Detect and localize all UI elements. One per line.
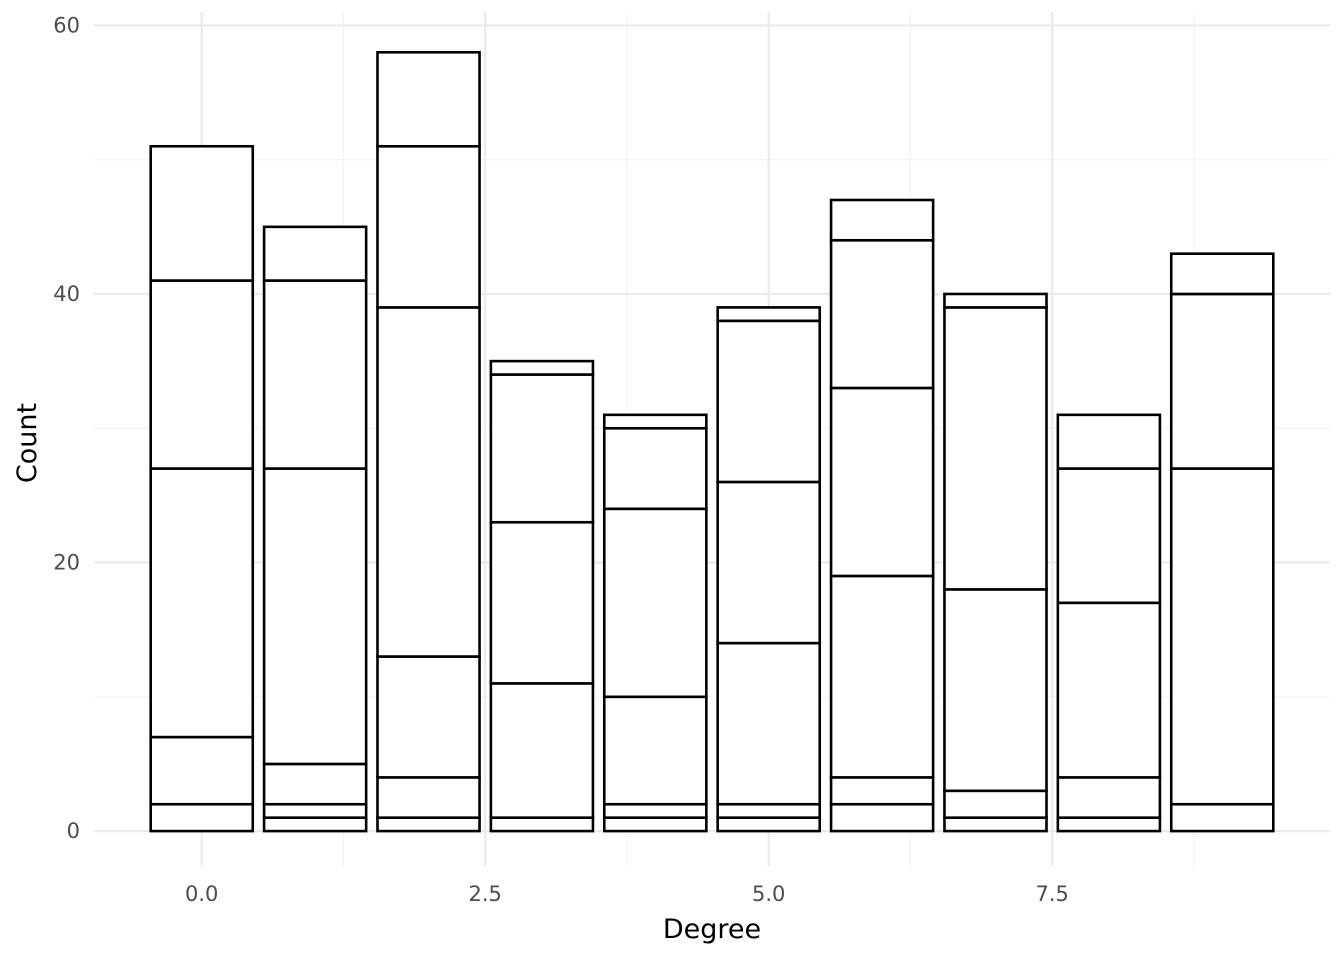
bar-segment — [943, 789, 1048, 819]
bar-segment — [262, 225, 368, 282]
y-tick-label: 20 — [53, 551, 80, 575]
y-axis-title: Count — [12, 403, 43, 483]
bar-segment — [1169, 252, 1275, 296]
bar-segment — [1056, 776, 1162, 819]
bar-segment — [489, 520, 595, 685]
bar-segment — [1056, 601, 1162, 779]
bar-segment — [829, 238, 935, 390]
bar-segment — [376, 50, 481, 148]
bar-segment — [262, 802, 368, 819]
x-tick-label: 7.5 — [1035, 882, 1068, 906]
bar-segment — [489, 682, 595, 819]
bar-stack — [489, 359, 595, 833]
bar-segment — [602, 507, 708, 699]
bar-segment — [262, 816, 368, 833]
bar-segment — [829, 776, 935, 806]
bar-segment — [943, 588, 1048, 793]
bar-segment — [262, 467, 368, 766]
bars — [149, 50, 1275, 833]
bar-segment — [376, 816, 481, 833]
bar-segment — [489, 373, 595, 524]
y-tick-label: 0 — [67, 819, 80, 843]
bar-segment — [1169, 802, 1275, 833]
bar-segment — [716, 641, 822, 806]
bar-segment — [1169, 467, 1275, 806]
x-axis-title: Degree — [663, 914, 761, 945]
bar-stack — [716, 306, 822, 833]
bar-segment — [602, 426, 708, 511]
bar-segment — [943, 306, 1048, 591]
bar-segment — [262, 762, 368, 806]
bar-stack — [829, 198, 935, 833]
bar-segment — [149, 144, 255, 282]
bar-segment — [943, 292, 1048, 309]
bar-segment — [1056, 816, 1162, 833]
x-tick-labels: 0.0 2.5 5.0 7.5 — [185, 882, 1069, 906]
bar-segment — [716, 802, 822, 819]
bar-segment — [376, 776, 481, 819]
x-tick-label: 2.5 — [469, 882, 502, 906]
bar-segment — [376, 144, 481, 309]
bar-segment — [376, 306, 481, 658]
bar-segment — [829, 574, 935, 779]
bar-segment — [829, 802, 935, 833]
bar-segment — [262, 279, 368, 470]
bar-segment — [602, 802, 708, 819]
bar-stack — [602, 413, 708, 833]
bar-segment — [829, 386, 935, 578]
y-tick-label: 40 — [53, 282, 80, 306]
bar-segment — [602, 413, 708, 430]
bar-stack — [149, 144, 255, 833]
y-tick-labels: 0 20 40 60 — [53, 13, 80, 843]
bar-stack — [1169, 252, 1275, 833]
bar-segment — [716, 306, 822, 323]
bar-segment — [1056, 467, 1162, 605]
bar-segment — [829, 198, 935, 242]
bar-segment — [149, 279, 255, 470]
x-tick-label: 0.0 — [185, 882, 218, 906]
bar-stack — [376, 50, 481, 833]
bar-stack — [1056, 413, 1162, 833]
x-tick-label: 5.0 — [752, 882, 785, 906]
bar-segment — [716, 319, 822, 484]
y-tick-label: 60 — [53, 13, 80, 37]
bar-stack — [262, 225, 368, 833]
bar-stack — [943, 292, 1048, 833]
bar-segment — [376, 655, 481, 779]
bar-segment — [1169, 292, 1275, 470]
bar-segment — [149, 467, 255, 739]
bar-segment — [149, 735, 255, 806]
bar-segment — [489, 359, 595, 376]
bar-segment — [716, 480, 822, 645]
bar-segment — [149, 802, 255, 833]
bar-segment — [943, 816, 1048, 833]
bar-segment — [1056, 413, 1162, 470]
bar-segment — [489, 816, 595, 833]
bar-segment — [602, 816, 708, 833]
bar-segment — [716, 816, 822, 833]
bar-segment — [602, 695, 708, 806]
